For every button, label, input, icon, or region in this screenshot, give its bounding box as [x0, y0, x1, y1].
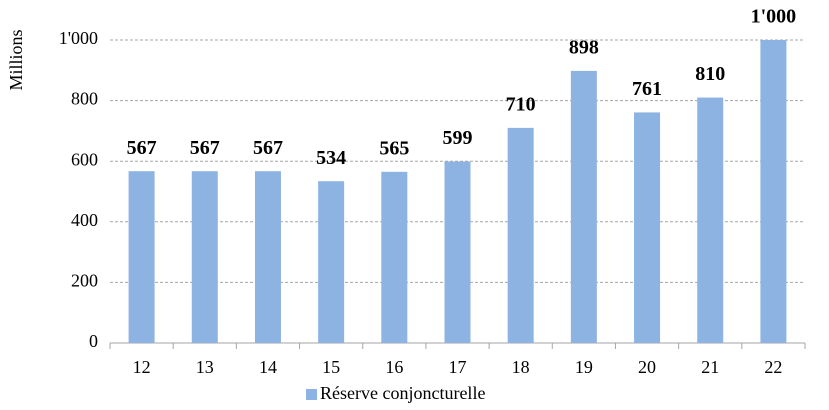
value-label: 761 [632, 78, 662, 100]
x-tick-label: 20 [638, 357, 656, 377]
bar [318, 181, 345, 343]
value-label: 898 [569, 36, 599, 58]
x-tick-label: 21 [701, 357, 719, 377]
bar [697, 97, 724, 343]
x-tick-label: 18 [512, 357, 530, 377]
y-tick-label: 0 [89, 331, 98, 351]
value-label: 567 [127, 137, 157, 159]
x-tick-label: 15 [322, 357, 340, 377]
value-label: 710 [506, 93, 536, 115]
value-label: 567 [190, 137, 220, 159]
x-tick-label: 12 [133, 357, 151, 377]
y-axis-label: Millions [6, 29, 26, 90]
bar [507, 127, 534, 344]
y-tick-label: 400 [71, 210, 98, 230]
bar [191, 171, 218, 343]
value-label: 599 [443, 127, 473, 149]
value-label: 565 [379, 137, 409, 159]
bar [570, 70, 597, 343]
value-label: 810 [695, 63, 725, 85]
legend-label: Réserve conjoncturelle [320, 383, 485, 403]
value-label: 534 [316, 147, 346, 169]
x-tick-label: 17 [449, 357, 467, 377]
value-label: 567 [253, 137, 283, 159]
x-tick-label: 22 [764, 357, 782, 377]
y-tick-label: 800 [71, 89, 98, 109]
bar [381, 171, 408, 343]
x-tick-label: 13 [196, 357, 214, 377]
y-tick-label: 200 [71, 271, 98, 291]
legend-swatch [306, 389, 317, 400]
bar [444, 161, 471, 343]
y-tick-label: 600 [71, 149, 98, 169]
bar [760, 40, 787, 343]
bar [634, 112, 661, 344]
x-tick-label: 19 [575, 357, 593, 377]
value-label: 1'000 [751, 6, 797, 28]
x-tick-label: 14 [259, 357, 277, 377]
y-tick-label: 1'000 [59, 28, 98, 48]
bar [128, 171, 155, 343]
x-tick-label: 16 [385, 357, 403, 377]
bar [254, 171, 281, 343]
